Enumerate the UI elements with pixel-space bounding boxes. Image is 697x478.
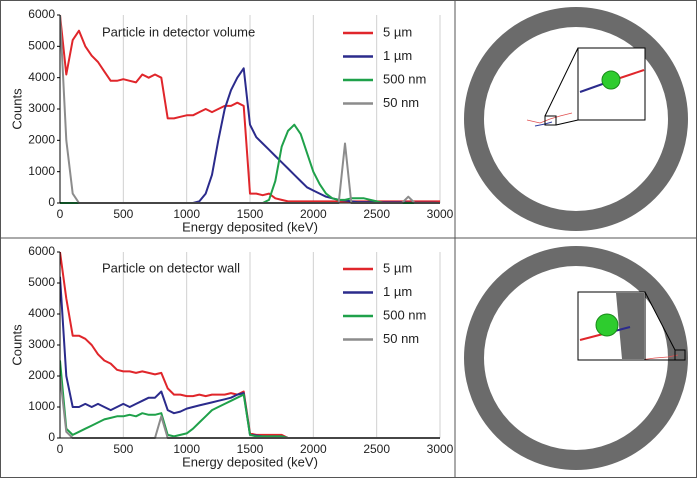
x-tick-label: 1500 (237, 207, 264, 221)
y-tick-label: 3000 (28, 337, 55, 351)
legend-label: 1 µm (383, 48, 412, 63)
x-tick-label: 0 (57, 207, 64, 221)
detector-ring (464, 246, 688, 470)
annotation: Particle on detector wall (102, 260, 240, 275)
wall (616, 293, 644, 359)
track (639, 354, 679, 361)
y-tick-label: 4000 (28, 70, 55, 84)
x-axis-label: Energy deposited (keV) (182, 219, 318, 234)
zoom-box (674, 349, 686, 361)
y-tick-label: 4000 (28, 306, 55, 320)
y-tick-label: 2000 (28, 133, 55, 147)
x-tick-label: 1000 (173, 442, 200, 456)
y-axis-label: Counts (9, 324, 24, 366)
y-tick-label: 2000 (28, 368, 55, 382)
y-tick-label: 0 (48, 195, 55, 209)
x-tick-label: 500 (113, 207, 133, 221)
x-tick-label: 2500 (363, 207, 390, 221)
y-tick-label: 0 (48, 430, 55, 444)
y-tick-label: 6000 (28, 244, 55, 258)
legend-label: 5 µm (383, 260, 412, 275)
zoom-line (644, 291, 676, 351)
y-tick-label: 5000 (28, 39, 55, 53)
annotation: Particle in detector volume (102, 24, 255, 39)
y-tick-label: 1000 (28, 164, 55, 178)
legend-label: 1 µm (383, 284, 412, 299)
particle (595, 313, 619, 337)
x-tick-label: 1000 (173, 207, 200, 221)
x-tick-label: 3000 (427, 207, 454, 221)
y-tick-label: 5000 (28, 275, 55, 289)
legend-label: 5 µm (383, 24, 412, 39)
particle (601, 70, 621, 90)
x-tick-label: 2000 (300, 207, 327, 221)
x-tick-label: 0 (57, 442, 64, 456)
x-tick-label: 3000 (427, 442, 454, 456)
x-tick-label: 2500 (363, 442, 390, 456)
y-tick-label: 1000 (28, 399, 55, 413)
zoom-line (555, 119, 579, 126)
y-tick-label: 3000 (28, 101, 55, 115)
detector-diagram (464, 7, 688, 231)
detector-diagram (464, 246, 688, 470)
zoom-line (544, 47, 579, 117)
x-tick-label: 2000 (300, 442, 327, 456)
y-tick-label: 6000 (28, 7, 55, 21)
legend-label: 50 nm (383, 331, 419, 346)
legend-label: 50 nm (383, 95, 419, 110)
x-tick-label: 500 (113, 442, 133, 456)
x-axis-label: Energy deposited (keV) (182, 454, 318, 469)
y-axis-label: Counts (9, 88, 24, 130)
track (526, 112, 573, 124)
legend-label: 500 nm (383, 71, 426, 86)
x-tick-label: 1500 (237, 442, 264, 456)
zoom-box (544, 115, 557, 126)
legend-label: 500 nm (383, 307, 426, 322)
detector-ring (464, 7, 688, 231)
